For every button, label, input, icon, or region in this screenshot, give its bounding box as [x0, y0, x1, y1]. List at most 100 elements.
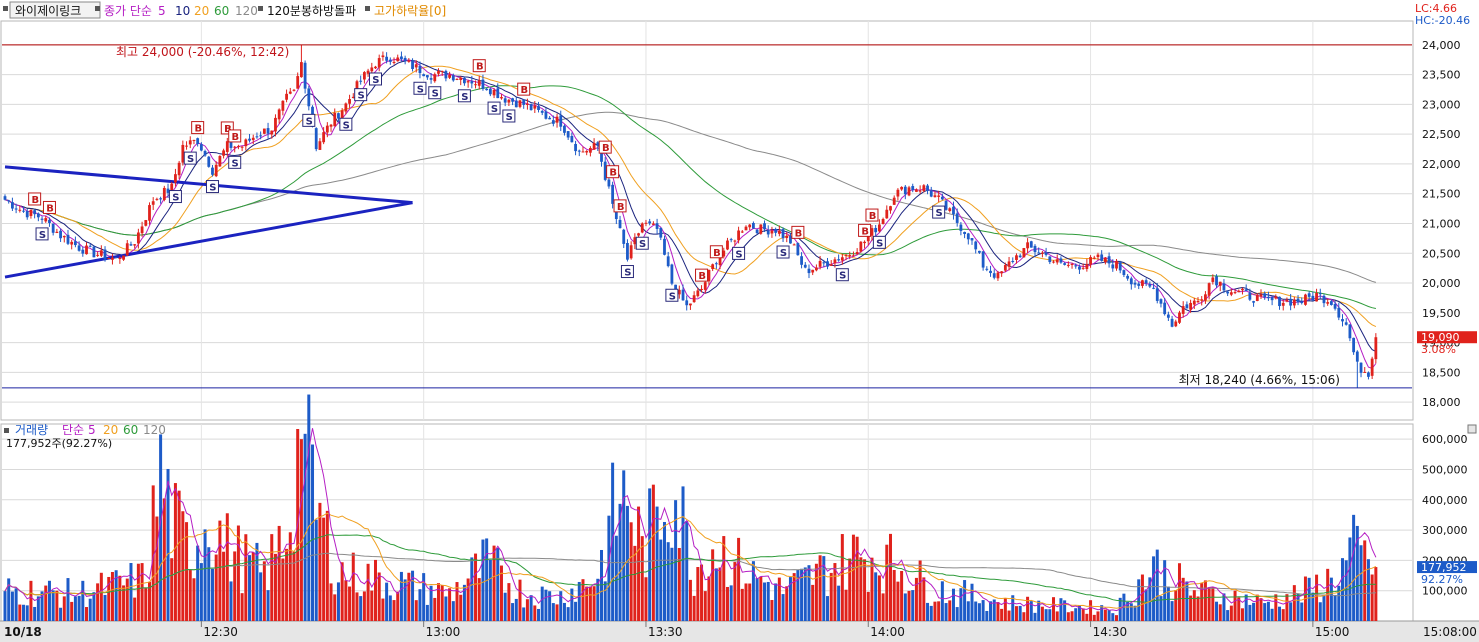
- candle-down: [1163, 302, 1167, 315]
- menu-icon[interactable]: [3, 6, 8, 11]
- price-panel: [0, 20, 1414, 421]
- candle-up: [1181, 306, 1185, 314]
- buy-signal-icon: [191, 121, 205, 135]
- time-axis: 10/18 12:30 13:00 13:30 14:00 14:30 15:00 15:08…: [4, 621, 1477, 639]
- candle-up: [274, 117, 277, 132]
- stock-name-label[interactable]: 와이제이링크: [15, 4, 81, 18]
- volume-bar-down: [33, 606, 37, 621]
- volume-ma-60[interactable]: 60: [123, 423, 138, 437]
- volume-bar-up: [214, 554, 218, 621]
- panel-collapse-icon[interactable]: [1467, 424, 1477, 434]
- volume-bar-down: [681, 486, 685, 621]
- candle-down: [388, 59, 392, 62]
- volume-bar-down: [307, 394, 311, 621]
- candle-up: [251, 137, 255, 141]
- candle-down: [1307, 293, 1311, 297]
- candle-up: [192, 139, 196, 141]
- candle-down: [1037, 252, 1041, 254]
- ma-period-5[interactable]: 5: [158, 4, 166, 18]
- volume-bar-down: [462, 584, 466, 621]
- signal-letter: S: [432, 89, 439, 100]
- price-tick-label: 22,000: [1422, 158, 1461, 171]
- candle-down: [944, 200, 948, 210]
- indicator-name[interactable]: 120분봉하방돌파: [267, 4, 356, 18]
- volume-bar-up: [859, 557, 863, 621]
- volume-bar-up: [840, 534, 844, 621]
- volume-bar-up: [340, 562, 344, 621]
- candle-down: [952, 206, 955, 215]
- signal-letter: S: [417, 84, 424, 95]
- candle-up: [18, 209, 22, 211]
- volume-ma-5[interactable]: 5: [88, 423, 96, 437]
- volume-bar-up: [251, 552, 255, 621]
- buy-signal-icon: [517, 82, 531, 96]
- price-tick-label: 23,000: [1422, 98, 1461, 111]
- volume-ma-20[interactable]: 20: [103, 423, 118, 437]
- ma5-line: [4, 58, 1377, 369]
- candle-down: [1337, 307, 1341, 318]
- candle-down: [307, 88, 311, 107]
- volume-bar-up: [1200, 583, 1204, 621]
- sell-signal-icon: [428, 86, 442, 100]
- candle-up: [1259, 294, 1263, 297]
- candle-up: [344, 103, 348, 112]
- signal-letter: B: [521, 85, 529, 96]
- volume-bar-down: [625, 505, 629, 621]
- candle-up: [633, 237, 637, 245]
- volume-bar-up: [381, 598, 385, 621]
- ma-period-10[interactable]: 10: [175, 4, 190, 18]
- candle-up: [1052, 261, 1055, 263]
- time-tick-label: 14:00: [870, 625, 905, 639]
- volume-bar-down: [977, 603, 981, 621]
- candle-up: [377, 58, 381, 68]
- volume-bar-up: [737, 537, 741, 621]
- volume-bar-down: [714, 568, 718, 621]
- volume-bar-up: [863, 559, 867, 621]
- signal-letter: S: [935, 208, 942, 219]
- candle-up: [85, 245, 88, 255]
- candle-down: [1185, 304, 1189, 309]
- candle-down: [826, 261, 829, 267]
- candle-up: [922, 185, 926, 192]
- candle-down: [522, 99, 526, 105]
- candle-down: [903, 186, 907, 195]
- candle-down: [1318, 293, 1322, 295]
- signal-letter: B: [232, 132, 240, 143]
- candle-up: [1096, 254, 1100, 258]
- volume-bar-down: [40, 591, 44, 621]
- candle-up: [585, 150, 589, 153]
- volume-bar-up: [374, 559, 377, 621]
- sell-signal-icon: [168, 190, 182, 204]
- high-annotation: 최고 24,000 (-20.46%, 12:42): [116, 45, 289, 59]
- volume-ma5-line: [4, 428, 1377, 612]
- volume-bar-down: [559, 591, 563, 621]
- ma-period-20[interactable]: 20: [194, 4, 209, 18]
- sub-indicator-marker-icon: [365, 6, 370, 11]
- candle-up: [1233, 292, 1237, 294]
- candle-down: [803, 264, 807, 268]
- candle-up: [270, 130, 274, 135]
- candle-up: [155, 198, 159, 200]
- candle-down: [570, 135, 574, 143]
- candle-up: [170, 183, 174, 195]
- volume-bar-down: [503, 592, 507, 621]
- signal-letter: S: [232, 158, 239, 169]
- candle-down: [496, 88, 500, 99]
- ma-period-120[interactable]: 120: [235, 4, 258, 18]
- candle-up: [1204, 294, 1207, 301]
- volume-bar-down: [59, 607, 63, 621]
- volume-tick-label: 300,000: [1422, 524, 1468, 537]
- volume-bar-down: [600, 549, 604, 621]
- signal-letter: S: [669, 291, 676, 302]
- candle-down: [1078, 266, 1081, 270]
- volume-ma-120[interactable]: 120: [143, 423, 166, 437]
- volume-bar-down: [566, 607, 570, 621]
- candle-up: [1241, 288, 1244, 291]
- sub-indicator-name[interactable]: 고가하락율[0]: [374, 4, 446, 18]
- candle-down: [196, 138, 200, 145]
- ma-period-60[interactable]: 60: [214, 4, 229, 18]
- candle-down: [1118, 262, 1122, 271]
- candle-down: [1059, 258, 1063, 263]
- candle-up: [370, 67, 374, 72]
- candle-up: [777, 230, 781, 234]
